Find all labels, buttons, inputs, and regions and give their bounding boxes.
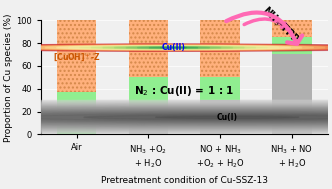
Circle shape <box>0 107 332 128</box>
Circle shape <box>0 44 332 51</box>
Circle shape <box>0 45 332 51</box>
Circle shape <box>0 44 332 51</box>
Bar <box>272 20 312 37</box>
Bar <box>201 100 240 134</box>
Text: Cu(I): Cu(I) <box>217 113 238 122</box>
Bar <box>272 37 312 54</box>
Bar <box>201 20 240 77</box>
Circle shape <box>0 112 332 123</box>
Circle shape <box>137 47 209 48</box>
Circle shape <box>156 116 299 119</box>
Circle shape <box>0 106 332 129</box>
Circle shape <box>103 46 244 49</box>
Circle shape <box>0 110 332 124</box>
Circle shape <box>0 101 332 133</box>
Text: NH$_3$-TPR: NH$_3$-TPR <box>259 3 303 46</box>
Bar <box>128 112 168 134</box>
Circle shape <box>80 46 267 49</box>
Bar <box>57 20 96 92</box>
Text: Cu$^{2+}$-2Z: Cu$^{2+}$-2Z <box>58 108 95 120</box>
Bar <box>128 77 168 112</box>
Circle shape <box>149 47 198 48</box>
Circle shape <box>56 46 290 50</box>
Circle shape <box>0 44 332 51</box>
Circle shape <box>68 46 279 49</box>
Circle shape <box>0 104 332 131</box>
Bar <box>201 77 240 100</box>
Bar <box>128 20 168 77</box>
Text: [CuOH]$^+$-Z: [CuOH]$^+$-Z <box>52 51 101 63</box>
Circle shape <box>126 47 221 48</box>
Text: Cu(II): Cu(II) <box>162 43 186 52</box>
FancyArrowPatch shape <box>226 12 302 44</box>
Circle shape <box>0 109 332 125</box>
Bar <box>57 92 96 134</box>
Circle shape <box>84 115 332 120</box>
Circle shape <box>22 45 325 50</box>
Circle shape <box>0 113 332 122</box>
Circle shape <box>161 47 187 48</box>
Bar <box>272 20 312 37</box>
Text: Cu$^+$-Z: Cu$^+$-Z <box>134 117 163 129</box>
Circle shape <box>12 114 332 121</box>
Circle shape <box>0 108 332 126</box>
Y-axis label: Proportion of Cu species (%): Proportion of Cu species (%) <box>4 13 13 142</box>
Circle shape <box>91 46 256 49</box>
Text: N$_2$ : Cu(II) = 1 : 1: N$_2$ : Cu(II) = 1 : 1 <box>134 84 234 98</box>
Circle shape <box>0 44 332 51</box>
Circle shape <box>114 47 233 49</box>
Circle shape <box>34 45 314 50</box>
Circle shape <box>0 100 332 134</box>
Bar <box>57 20 96 92</box>
Bar <box>201 20 240 77</box>
Bar <box>128 20 168 77</box>
Bar <box>272 54 312 134</box>
Circle shape <box>45 46 302 50</box>
Circle shape <box>0 102 332 132</box>
Circle shape <box>0 45 332 50</box>
Circle shape <box>0 105 332 130</box>
X-axis label: Pretreatment condition of Cu-SSZ-13: Pretreatment condition of Cu-SSZ-13 <box>101 176 268 185</box>
Circle shape <box>10 45 332 50</box>
